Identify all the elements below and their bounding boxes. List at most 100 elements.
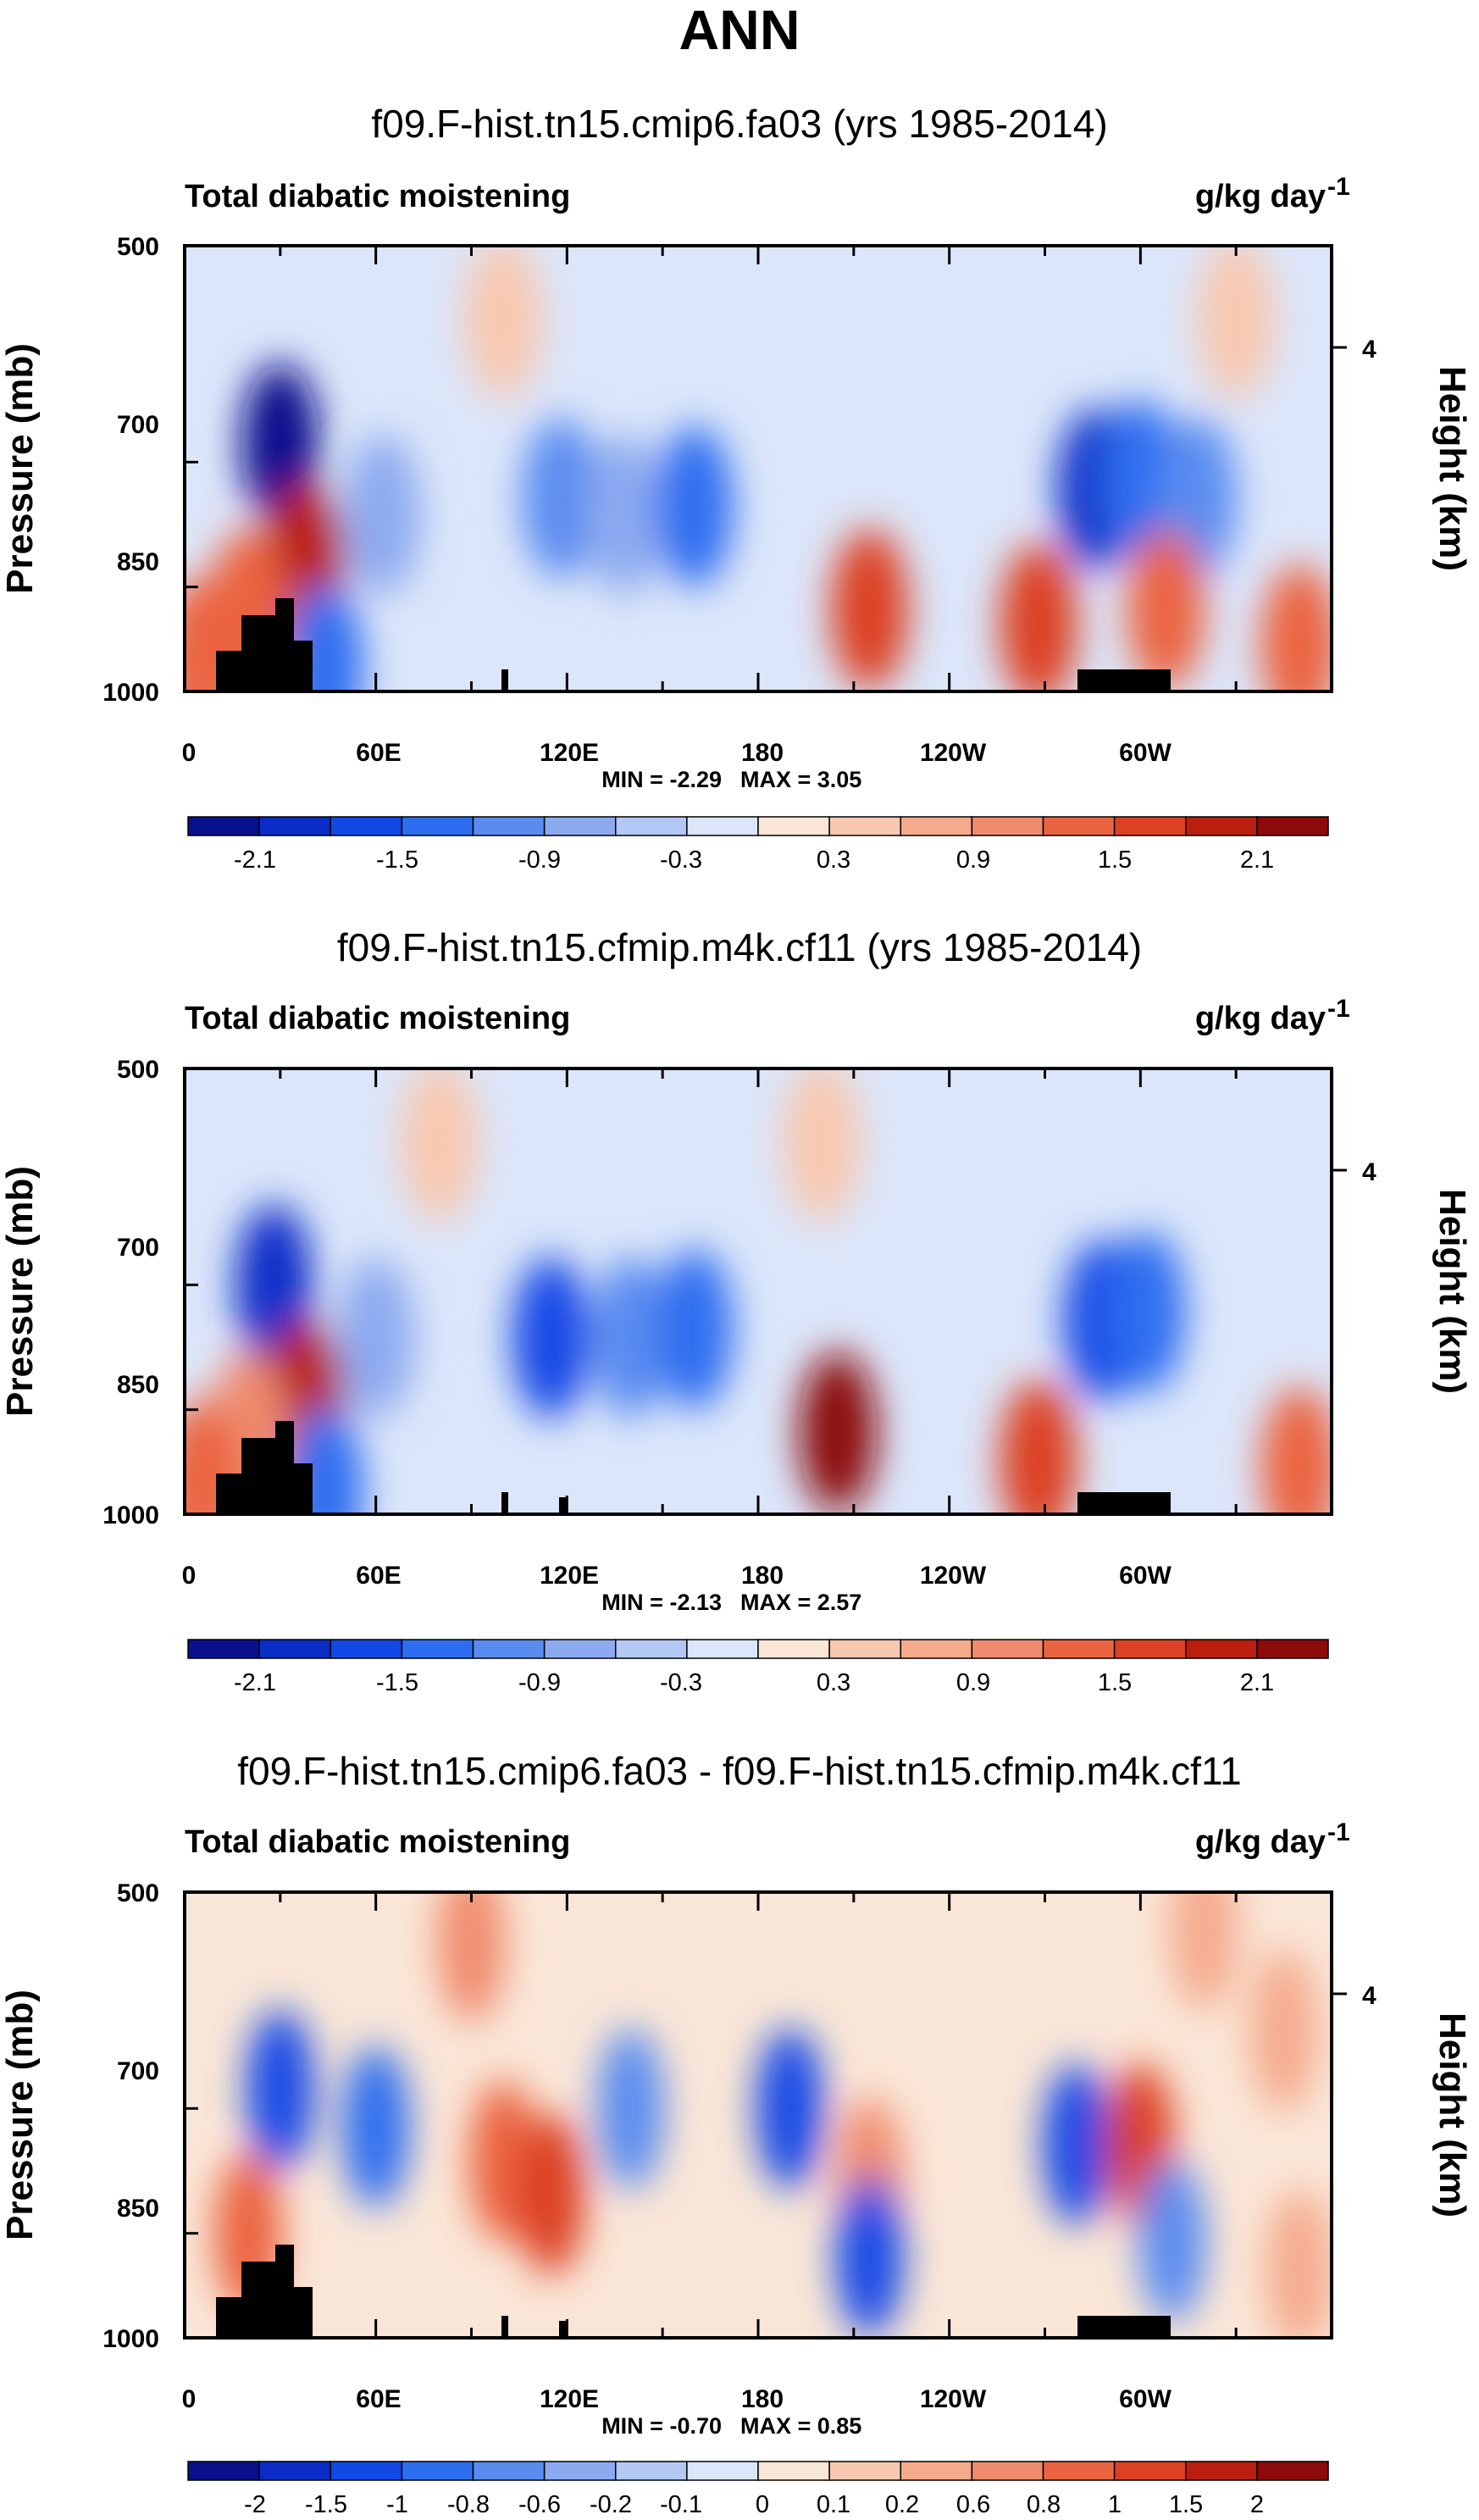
x-tick-label: 0 [182, 739, 197, 767]
colorbar [187, 2461, 1329, 2481]
y-tick-label: 1000 [102, 2325, 159, 2353]
colorbar-swatch [1185, 1639, 1258, 1659]
terrain-mask [241, 2262, 275, 2338]
min-value: MIN = -2.13 [601, 1590, 722, 1615]
x-tick-label: 120W [920, 739, 987, 767]
panel-subtitle: f09.F-hist.tn15.cmip6.fa03 - f09.F-hist.… [237, 1749, 1241, 1793]
data-anomaly [830, 528, 909, 690]
terrain-mask [216, 651, 241, 691]
data-anomaly [343, 434, 422, 596]
panel-subtitle: f09.F-hist.tn15.cmip6.fa03 (yrs 1985-201… [371, 102, 1107, 146]
colorbar-swatch [1042, 1639, 1116, 1659]
colorbar-swatch [472, 816, 546, 836]
data-anomaly [835, 2174, 904, 2336]
colorbar-label: -0.9 [518, 1669, 561, 1696]
x-tick-label: 60W [1119, 2385, 1172, 2413]
colorbar-label: 1 [1108, 2491, 1122, 2518]
units-exponent: -1 [1327, 1818, 1350, 1846]
y-axis-right-label: Height (km) [1432, 1189, 1473, 1394]
colorbar-swatch [1185, 2461, 1258, 2481]
variable-label: Total diabatic moistening [185, 1824, 570, 1860]
y-tick-label: 850 [117, 548, 159, 576]
data-anomaly [464, 246, 543, 399]
terrain-mask [501, 2316, 508, 2338]
min-value: MIN = -0.70 [601, 2413, 722, 2439]
colorbar-label: 0.2 [885, 2491, 919, 2518]
colorbar-swatch [1256, 2461, 1329, 2481]
colorbar-swatch [1113, 2461, 1187, 2481]
terrain-mask [501, 1492, 508, 1514]
colorbar-label: -2.1 [234, 1669, 276, 1696]
terrain-mask [1077, 669, 1171, 691]
colorbar-swatch [757, 1639, 830, 1659]
data-anomaly [655, 1248, 734, 1410]
x-tick-label: 180 [741, 739, 784, 767]
data-anomaly [235, 1204, 313, 1366]
y-axis-label: Pressure (mb) [0, 343, 41, 594]
y-tick-label: 1000 [102, 1501, 159, 1529]
terrain-mask [241, 615, 275, 691]
panel-subtitle: f09.F-hist.tn15.cfmip.m4k.cf11 (yrs 1985… [337, 925, 1142, 969]
y-tick-label: 700 [117, 411, 159, 439]
colorbar-swatch [1042, 816, 1116, 836]
colorbar-label: -0.8 [447, 2491, 490, 2518]
colorbar-label: -0.9 [518, 846, 561, 874]
colorbar-swatch [472, 2461, 546, 2481]
y-tick-label: 850 [117, 2195, 159, 2223]
colorbar-swatch [900, 816, 973, 836]
x-tick-label: 0 [182, 1562, 197, 1590]
data-anomaly [799, 1351, 878, 1513]
colorbar-label: 0.6 [956, 2491, 990, 2518]
data-anomaly [336, 1257, 415, 1418]
colorbar-label: 1.5 [1098, 846, 1132, 874]
panel-1: f09.F-hist.tn15.cmip6.fa03 (yrs 1985-201… [0, 102, 1473, 874]
data-anomaly [1138, 2160, 1206, 2322]
x-tick-label: 60E [356, 2385, 401, 2413]
colorbar-swatch [187, 2461, 260, 2481]
data-anomaly [1266, 2190, 1332, 2338]
data-anomaly [517, 2113, 585, 2275]
data-anomaly [246, 2009, 314, 2171]
colorbar-swatch [543, 816, 617, 836]
terrain-mask [1077, 1492, 1171, 1514]
data-anomaly [512, 1257, 590, 1418]
colorbar-swatch [543, 1639, 617, 1659]
data-anomaly [999, 543, 1077, 691]
y-right-tick-label: 4 [1362, 336, 1377, 364]
x-tick-label: 60E [356, 1562, 401, 1590]
data-anomaly [1043, 2063, 1111, 2225]
colorbar-swatch [615, 1639, 688, 1659]
colorbar-label: -0.3 [660, 846, 702, 874]
data-anomaly [521, 417, 600, 579]
colorbar-swatch [828, 1639, 901, 1659]
data-anomaly [437, 1892, 506, 2023]
terrain-mask [241, 1438, 275, 1514]
colorbar-swatch [828, 2461, 901, 2481]
colorbar-label: 2 [1250, 2491, 1264, 2518]
x-tick-label: 120E [540, 739, 599, 767]
terrain-mask [275, 1421, 294, 1514]
colorbar-swatch [828, 816, 901, 836]
x-tick-label: 180 [741, 2385, 784, 2413]
data-anomaly [1170, 1892, 1238, 2011]
units-label: g/kg day [1195, 179, 1326, 214]
colorbar-swatch [615, 2461, 688, 2481]
variable-label: Total diabatic moistening [185, 1001, 570, 1036]
colorbar-label: -1 [386, 2491, 408, 2518]
colorbar [187, 816, 1329, 836]
units-label: g/kg day [1195, 1824, 1326, 1860]
colorbar-label: 0.9 [956, 1669, 990, 1696]
colorbar-swatch [258, 1639, 331, 1659]
colorbar-swatch [1185, 816, 1258, 836]
colorbar-swatch [401, 2461, 474, 2481]
y-tick-label: 500 [117, 1879, 159, 1907]
terrain-mask [216, 1474, 241, 1514]
panel-3: f09.F-hist.tn15.cmip6.fa03 - f09.F-hist.… [0, 1749, 1473, 2518]
x-tick-label: 120E [540, 2385, 599, 2413]
colorbar-swatch [1113, 816, 1187, 836]
data-anomaly [1127, 528, 1205, 690]
colorbar-swatch [330, 816, 403, 836]
colorbar-label: -2.1 [234, 846, 276, 874]
colorbar-label: 0 [756, 2491, 769, 2518]
